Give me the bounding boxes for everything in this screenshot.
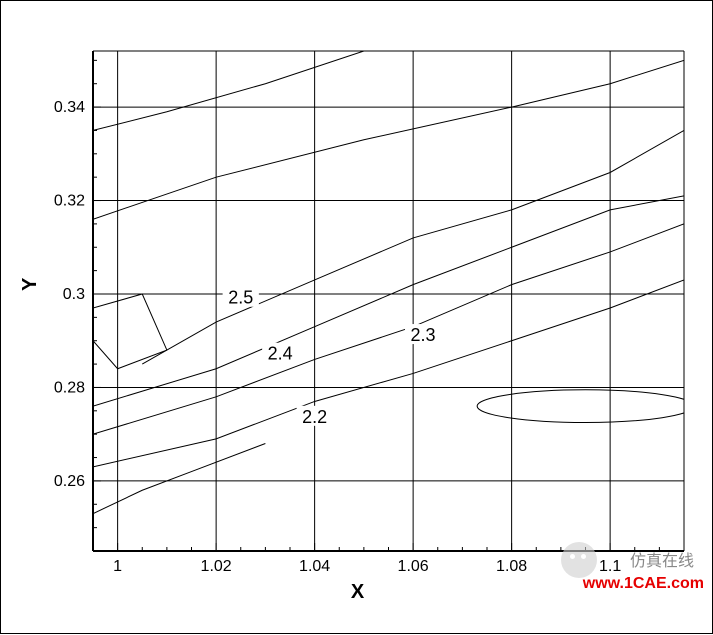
chart-frame: 1 1.02 1.04 1.06 1.08 1.1 0.26 0.28 0.3 0.32 0.34 2… xyxy=(0,0,713,634)
contour-label: 2.5 xyxy=(228,288,253,308)
y-tick-label: 0.28 xyxy=(54,379,85,396)
x-tick-label: 1.1 xyxy=(599,558,621,575)
x-tick-label: 1.06 xyxy=(398,558,429,575)
watermark-cn: 仿真在线 xyxy=(630,547,694,571)
contour-line xyxy=(93,51,364,130)
contour-line xyxy=(93,224,684,434)
contour-label: 2.3 xyxy=(410,325,435,345)
y-tick-label: 0.34 xyxy=(54,99,85,116)
contour-label: 2.4 xyxy=(268,344,293,364)
contour-line xyxy=(93,196,684,406)
y-axis-label: Y xyxy=(19,278,42,291)
x-tick-label: 1.04 xyxy=(299,558,330,575)
y-tick-label: 0.3 xyxy=(63,286,85,303)
contour-plot: 1 1.02 1.04 1.06 1.08 1.1 0.26 0.28 0.3 0.32 0.34 2… xyxy=(1,1,713,635)
wechat-icon xyxy=(561,542,597,578)
contour-line xyxy=(93,280,684,467)
contour-label: 2.2 xyxy=(302,407,327,427)
x-tick-label: 1.02 xyxy=(201,558,232,575)
watermark-url: www.1CAE.com xyxy=(583,575,704,593)
y-tick-label: 0.26 xyxy=(54,473,85,490)
y-tick-label: 0.32 xyxy=(54,193,85,210)
contour-line xyxy=(93,60,684,219)
x-tick-label: 1 xyxy=(113,558,122,575)
x-tick-label: 1.08 xyxy=(496,558,527,575)
contour-line xyxy=(93,444,265,514)
